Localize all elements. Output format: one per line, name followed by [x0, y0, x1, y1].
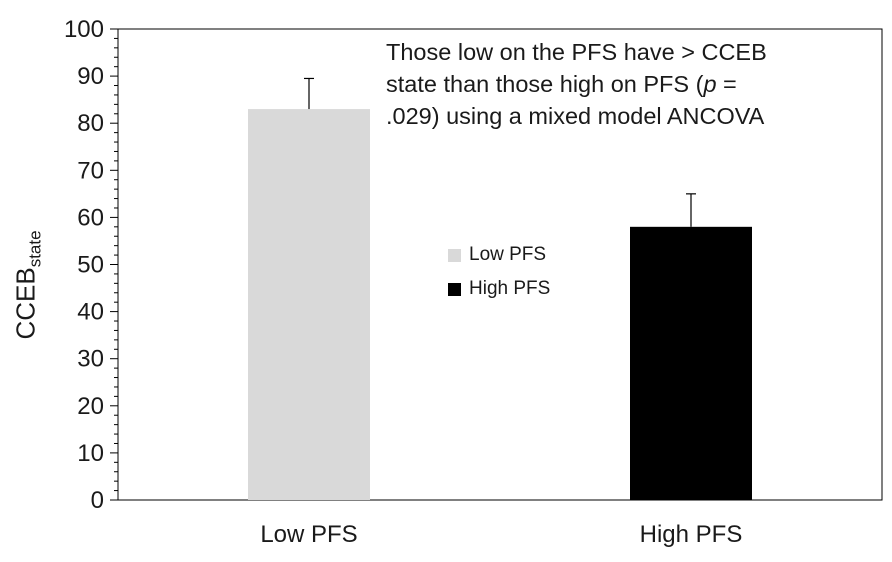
legend: Low PFS High PFS	[448, 238, 550, 306]
bar	[248, 109, 370, 500]
annotation: Those low on the PFS have > CCEB state t…	[386, 36, 866, 132]
y-tick-label: 0	[91, 487, 104, 514]
y-tick-label: 30	[77, 346, 104, 373]
annotation-line-1: Those low on the PFS have > CCEB	[386, 39, 767, 65]
legend-item-high-pfs: High PFS	[448, 272, 550, 306]
legend-swatch-high-pfs	[448, 282, 461, 296]
y-axis-label: CCEBstate	[11, 230, 46, 339]
legend-label-low-pfs: Low PFS	[469, 244, 547, 265]
x-tick-label: High PFS	[640, 521, 743, 548]
y-axis-label-wrap: CCEBstate	[8, 175, 48, 395]
y-tick-label: 80	[77, 110, 104, 137]
annotation-line-3: .029) using a mixed model ANCOVA	[386, 103, 765, 129]
annotation-line-2: state than those high on PFS (p =	[386, 68, 866, 100]
legend-label-high-pfs: High PFS	[469, 278, 551, 299]
y-ticks: 0 10 20 30 40 50 60 70 80 90 100	[64, 16, 118, 514]
y-tick-label: 70	[77, 157, 104, 184]
annotation-p-italic: p	[703, 71, 717, 97]
legend-item-low-pfs: Low PFS	[448, 238, 550, 272]
annotation-line-2-pre: state than those high on PFS (	[386, 71, 704, 97]
y-tick-label: 60	[77, 204, 104, 231]
y-axis-label-subscript: state	[25, 230, 45, 268]
bar	[630, 226, 752, 500]
y-tick-label: 20	[77, 393, 104, 420]
y-tick-label: 100	[64, 16, 104, 43]
y-tick-label: 10	[77, 440, 104, 467]
y-tick-label: 40	[77, 299, 104, 326]
legend-swatch-low-pfs	[448, 248, 461, 262]
annotation-line-2-post: =	[716, 71, 737, 97]
y-tick-label: 50	[77, 252, 104, 279]
x-tick-labels: Low PFS High PFS	[260, 521, 742, 548]
y-tick-label: 90	[77, 63, 104, 90]
x-tick-label: Low PFS	[260, 521, 357, 548]
y-axis-label-main: CCEB	[10, 267, 41, 340]
bars	[248, 77, 752, 500]
